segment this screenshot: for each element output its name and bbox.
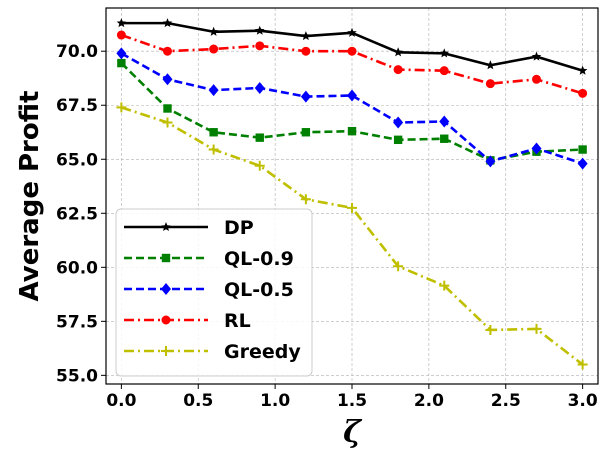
x-tick-label: 1.5 xyxy=(337,391,367,411)
data-point xyxy=(440,134,449,143)
data-point xyxy=(300,90,311,103)
y-tick-label: 62.5 xyxy=(56,204,98,224)
data-point xyxy=(577,359,588,370)
data-point xyxy=(116,18,127,28)
y-tick-label: 55.0 xyxy=(56,366,98,386)
data-point xyxy=(393,65,403,75)
legend-marker xyxy=(161,222,171,232)
series-rl xyxy=(116,30,588,98)
legend-item: DP xyxy=(124,217,254,239)
y-tick-label: 57.5 xyxy=(56,312,98,332)
legend-label: QL-0.9 xyxy=(224,248,294,270)
data-point xyxy=(254,25,265,35)
data-point xyxy=(578,145,587,154)
legend-box xyxy=(115,208,313,377)
data-point xyxy=(117,58,126,68)
data-point xyxy=(208,26,219,36)
legend-item: QL-0.5 xyxy=(124,279,294,301)
data-point xyxy=(439,66,449,76)
data-point xyxy=(301,46,311,56)
data-point xyxy=(439,48,450,58)
data-point xyxy=(162,73,173,86)
series-line xyxy=(120,52,584,165)
data-point xyxy=(347,202,357,213)
x-tick-label: 1.0 xyxy=(260,391,290,411)
data-point xyxy=(485,60,496,70)
legend: DP QL-0.9 QL-0.5 RL Greedy xyxy=(115,208,313,377)
legend-label: RL xyxy=(224,310,251,332)
data-point xyxy=(393,135,403,145)
data-point xyxy=(209,44,219,54)
y-tick-label: 70.0 xyxy=(56,42,98,62)
series-ql-0-5 xyxy=(116,47,588,170)
data-point xyxy=(116,102,127,113)
x-axis-title: ζ xyxy=(343,415,363,450)
data-point xyxy=(439,280,450,291)
data-point xyxy=(347,27,357,37)
data-point xyxy=(531,323,542,334)
data-point xyxy=(255,41,265,51)
legend-label: QL-0.5 xyxy=(224,279,294,301)
data-point xyxy=(254,160,265,171)
data-point xyxy=(162,18,173,28)
legend-item: QL-0.9 xyxy=(124,248,294,270)
legend-marker xyxy=(161,346,171,356)
y-tick-label: 65.0 xyxy=(56,150,98,170)
data-point xyxy=(163,104,172,113)
series-layer xyxy=(116,18,588,370)
series-dp xyxy=(116,18,588,75)
x-tick-label: 0.5 xyxy=(183,391,213,411)
y-tick-label: 60.0 xyxy=(56,258,98,278)
data-point xyxy=(209,128,218,137)
x-tick-label: 3.0 xyxy=(568,391,598,411)
series-greedy xyxy=(116,102,588,370)
data-point xyxy=(485,324,496,335)
data-point xyxy=(393,116,404,129)
data-point xyxy=(393,47,403,57)
data-point xyxy=(116,47,127,60)
data-point xyxy=(531,142,542,155)
data-point xyxy=(163,46,172,56)
data-point xyxy=(301,128,311,137)
data-point xyxy=(116,30,126,40)
data-point xyxy=(532,74,541,84)
data-point xyxy=(162,117,173,128)
x-tick-label: 2.0 xyxy=(414,391,444,411)
data-point xyxy=(485,79,495,89)
legend-label: Greedy xyxy=(224,341,301,363)
legend-marker xyxy=(161,253,171,263)
data-point xyxy=(254,81,265,94)
data-point xyxy=(208,144,219,155)
legend-marker xyxy=(161,283,171,295)
data-point xyxy=(439,115,450,128)
data-point xyxy=(393,261,404,272)
data-point xyxy=(347,126,357,136)
data-point xyxy=(255,133,264,142)
data-point xyxy=(577,157,588,170)
legend-label: DP xyxy=(224,217,254,239)
data-point xyxy=(347,89,357,102)
y-tick-label: 67.5 xyxy=(56,96,98,116)
legend-marker xyxy=(161,315,171,325)
legend-item: Greedy xyxy=(124,341,301,363)
data-point xyxy=(300,194,311,205)
y-axis-title: Average Profit xyxy=(15,91,45,302)
x-tick-label: 2.5 xyxy=(491,391,521,411)
data-point xyxy=(301,31,311,41)
legend-item: RL xyxy=(124,310,251,332)
axis-ticks: 0.0 0.5 1.0 1.5 2.0 2.5 3.0 55.0 57.5 60.0 62.5 65.… xyxy=(56,42,598,411)
data-point xyxy=(347,46,357,56)
data-point xyxy=(208,84,219,97)
data-point xyxy=(531,51,542,61)
data-point xyxy=(577,65,588,75)
data-point xyxy=(485,155,496,168)
x-tick-label: 0.0 xyxy=(106,391,136,411)
data-point xyxy=(578,88,588,98)
